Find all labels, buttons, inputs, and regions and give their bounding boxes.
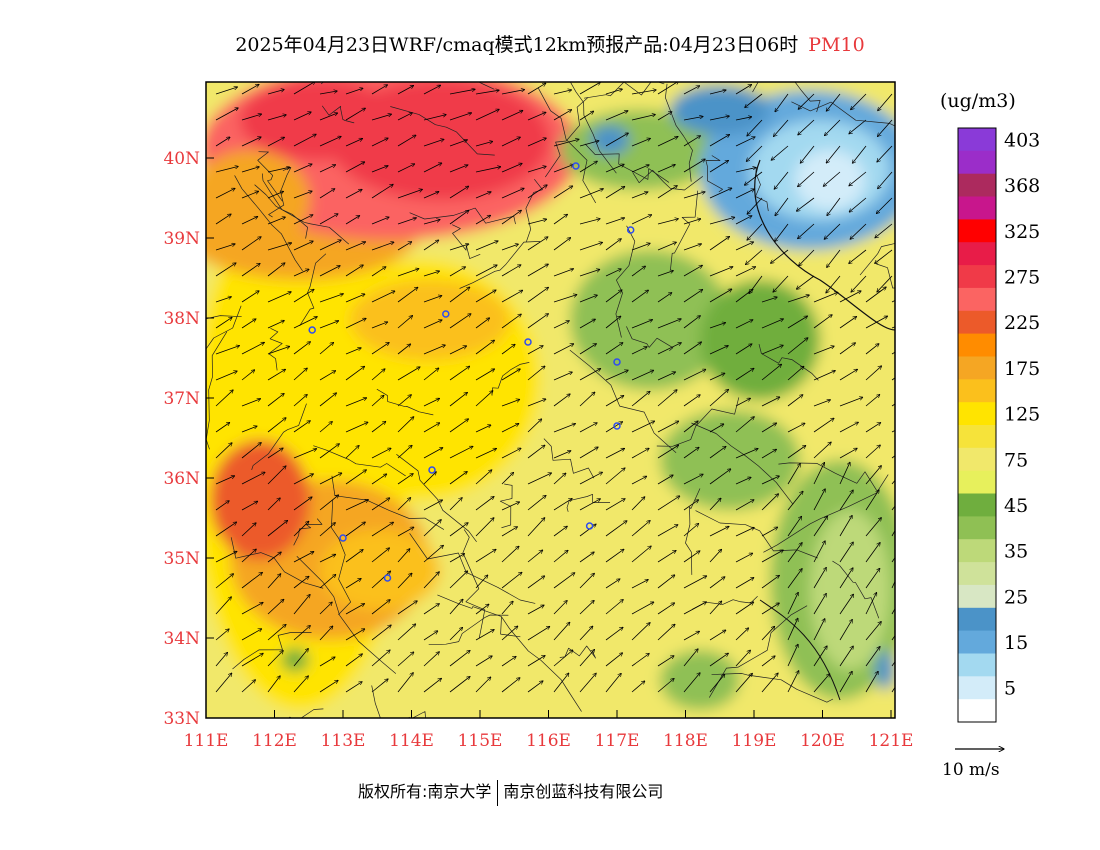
legend-swatch <box>958 584 996 609</box>
lon-label: 112E <box>252 731 297 751</box>
title-variable: PM10 <box>808 34 865 56</box>
legend-swatch <box>958 219 996 243</box>
legend-label: 25 <box>1004 586 1028 608</box>
lon-label: 111E <box>184 731 229 751</box>
map-axes: 111E 112E 113E 114E 115E 116E 117E 118E 119E 120E… <box>163 149 913 751</box>
legend-swatch <box>958 470 996 494</box>
footer: 版权所有:南京大学 南京创蓝科技有限公司 <box>358 778 663 806</box>
lon-label: 117E <box>595 731 640 751</box>
lon-label: 120E <box>800 731 845 751</box>
lon-label: 113E <box>321 731 366 751</box>
legend-swatch <box>958 447 996 472</box>
city-marker <box>736 791 742 797</box>
company-text: 南京创蓝科技有限公司 <box>503 782 664 801</box>
lat-label: 39N <box>163 229 200 249</box>
lon-label: 116E <box>526 731 571 751</box>
city-markers <box>308 162 742 797</box>
title-main: 2025年04月23日WRF/cmaq模式12km预报产品:04月23日06时 <box>235 34 799 56</box>
legend-label: 45 <box>1004 495 1028 517</box>
pm10-field <box>206 82 895 718</box>
city-marker <box>613 358 621 366</box>
copyright-text: 版权所有:南京大学 <box>358 782 492 801</box>
legend-swatch <box>958 265 996 289</box>
legend-swatch <box>958 356 996 380</box>
lat-label: 34N <box>163 629 200 649</box>
legend-label: 125 <box>1004 404 1040 426</box>
legend-swatch <box>958 630 996 654</box>
legend-swatch <box>958 653 996 677</box>
legend-label: 75 <box>1004 449 1028 471</box>
lon-label: 114E <box>389 731 434 751</box>
admin-boundaries <box>206 82 895 718</box>
city-marker <box>572 162 580 170</box>
legend-label: 15 <box>1004 632 1028 654</box>
legend-swatch <box>958 128 996 152</box>
legend-swatch <box>958 402 996 426</box>
legend-swatch <box>958 150 996 175</box>
legend-swatch <box>958 562 996 586</box>
legend-swatch <box>958 425 996 449</box>
lat-label: 38N <box>163 309 200 329</box>
lat-label: 35N <box>163 549 200 569</box>
city-marker <box>442 310 450 318</box>
lat-label: 33N <box>163 709 200 729</box>
legend-label: 175 <box>1004 358 1040 380</box>
legend-swatch <box>958 379 996 403</box>
chart-title: 2025年04月23日WRF/cmaq模式12km预报产品:04月23日06时 P… <box>0 30 1100 57</box>
city-marker <box>428 466 436 474</box>
wind-scale-label: 10 m/s <box>942 760 1000 780</box>
legend-swatch <box>958 493 996 517</box>
map-frame <box>205 81 896 719</box>
legend-swatch <box>958 607 996 632</box>
legend-swatch <box>958 173 996 197</box>
legend-label: 403 <box>1004 129 1040 151</box>
legend-swatch <box>958 699 996 723</box>
lon-label: 118E <box>663 731 708 751</box>
legend-swatch <box>958 539 996 563</box>
legend-label: 368 <box>1004 175 1040 197</box>
legend-swatch <box>958 333 996 357</box>
legend-units: (ug/m3) <box>940 90 1016 112</box>
city-marker <box>339 534 347 542</box>
lat-label: 36N <box>163 469 200 489</box>
city-marker <box>585 522 594 530</box>
legend-swatch <box>958 242 996 266</box>
legend-label: 225 <box>1004 312 1040 334</box>
city-marker <box>308 326 316 334</box>
legend-swatch <box>958 287 996 312</box>
legend-label: 275 <box>1004 267 1040 289</box>
legend-swatch <box>958 516 996 540</box>
lon-label: 121E <box>869 731 914 751</box>
legend-label: 325 <box>1004 221 1040 243</box>
city-marker <box>383 574 392 582</box>
footer-separator <box>497 779 499 806</box>
legend-label: 35 <box>1004 541 1028 563</box>
city-marker <box>524 338 532 346</box>
city-marker <box>626 226 635 234</box>
legend-swatch <box>958 310 996 335</box>
legend-swatch <box>958 196 996 220</box>
legend-label: 5 <box>1004 678 1016 700</box>
lat-label: 37N <box>163 389 200 409</box>
city-marker <box>613 422 621 430</box>
lat-label: 40N <box>163 149 200 169</box>
lon-label: 115E <box>458 731 503 751</box>
lon-label: 119E <box>732 731 777 751</box>
color-legend: 403 368 325 275 225 175 125 75 45 35 25 15 5 <box>957 127 1040 723</box>
wind-vectors <box>215 82 895 693</box>
legend-swatch <box>958 676 996 700</box>
